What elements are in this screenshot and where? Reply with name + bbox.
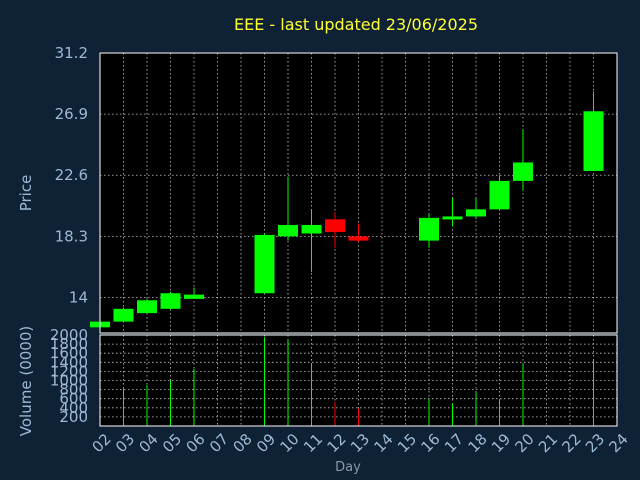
candle-23 xyxy=(583,91,604,171)
volume-tick-label: 1400 xyxy=(50,353,88,371)
candle-body xyxy=(466,209,486,217)
candle-12 xyxy=(325,212,345,248)
candle-05 xyxy=(160,291,181,309)
price-axis-label: Price xyxy=(17,175,35,212)
volume-axis-label: Volume (0000) xyxy=(17,326,35,436)
volume-tick-label: 1600 xyxy=(50,344,88,362)
candle-body xyxy=(442,216,463,220)
chart-title: EEE - last updated 23/06/2025 xyxy=(234,15,478,34)
candle-body xyxy=(137,300,157,314)
candle-body xyxy=(325,219,345,233)
volume-tick-label: 1000 xyxy=(50,372,88,390)
candle-16 xyxy=(419,213,439,248)
candles xyxy=(90,91,604,328)
volume-tick-label: 1200 xyxy=(50,362,88,380)
volume-tick-label: 800 xyxy=(59,381,88,399)
candle-03 xyxy=(113,307,134,322)
candle-body xyxy=(113,308,134,322)
volume-tick-label: 2000 xyxy=(50,326,88,344)
candle-body xyxy=(184,294,204,299)
candle-09 xyxy=(254,233,275,294)
candle-body xyxy=(419,217,439,241)
candle-13 xyxy=(348,223,369,243)
price-tick-label: 31.2 xyxy=(55,44,88,62)
candle-20 xyxy=(513,129,533,191)
day-axis-label: Day xyxy=(335,460,361,475)
price-tick-label: 18.3 xyxy=(55,227,88,245)
candle-18 xyxy=(466,197,486,220)
candle-body xyxy=(489,180,510,210)
price-tick-label: 22.6 xyxy=(55,166,88,184)
candle-04 xyxy=(137,298,157,314)
candle-body xyxy=(254,234,275,294)
volume-tick-label: 600 xyxy=(59,390,88,408)
candle-17 xyxy=(442,197,463,227)
candle-body xyxy=(160,293,181,309)
volume-bars xyxy=(123,337,594,426)
candle-06 xyxy=(184,287,204,299)
price-tick-label: 14 xyxy=(69,288,88,306)
volume-tick-label: 1800 xyxy=(50,335,88,353)
candle-11 xyxy=(301,209,322,272)
candle-body xyxy=(348,236,369,241)
volume-plot-frame xyxy=(99,334,618,427)
volume-tick-label: 400 xyxy=(59,399,88,417)
candle-body xyxy=(583,111,604,171)
price-plot-frame xyxy=(99,52,618,334)
candle-19 xyxy=(489,175,510,211)
candle-body xyxy=(513,162,533,181)
price-tick-labels: 14 18.3 22.6 26.9 31.2 xyxy=(55,44,88,306)
candle-body xyxy=(278,224,298,237)
day-tick-labels: 0203040506070809101112131415161718192021… xyxy=(89,430,632,456)
price-tick-label: 26.9 xyxy=(55,105,88,123)
grid-lines xyxy=(100,53,617,426)
candle-10 xyxy=(278,176,298,241)
candle-body xyxy=(301,224,322,234)
volume-tick-label: 200 xyxy=(59,408,88,426)
